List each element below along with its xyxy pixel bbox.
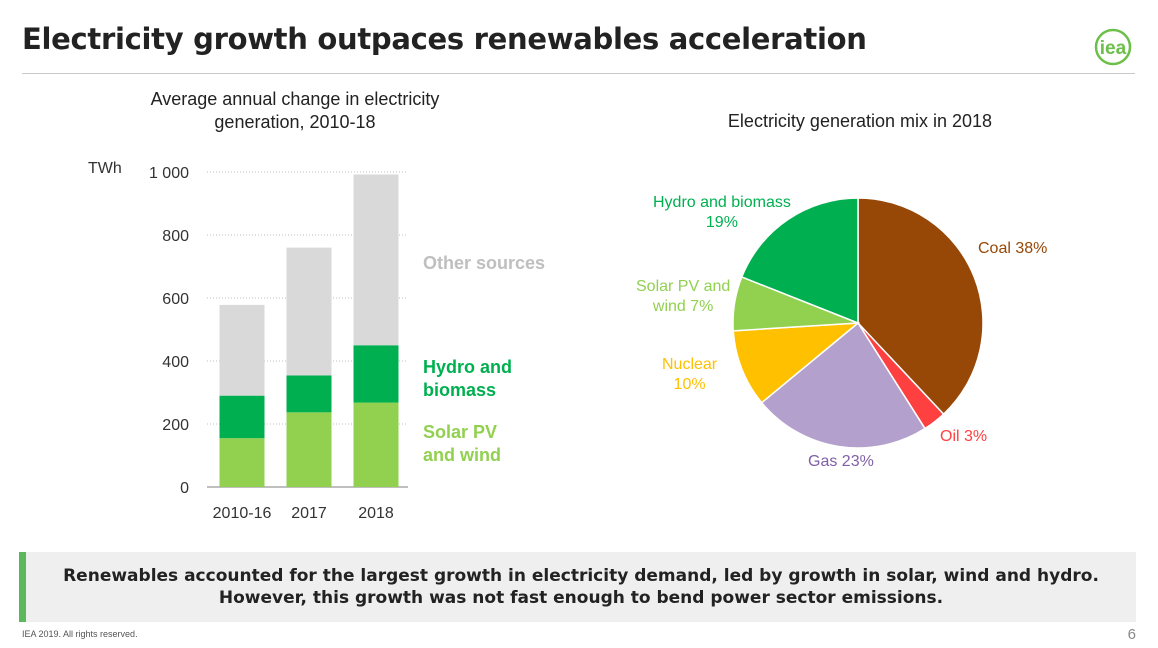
y-tick-label: 600 bbox=[162, 291, 189, 308]
page-number: 6 bbox=[1127, 626, 1136, 643]
pie-label-solar-pv-and-wind: Solar PV and wind 7% bbox=[636, 277, 730, 317]
bar-hydro-and-biomass-2017 bbox=[286, 375, 332, 413]
x-tick-label: 2018 bbox=[358, 505, 394, 522]
pie-label-hydro-and-biomass: Hydro and biomass 19% bbox=[653, 193, 791, 233]
y-tick-label: 800 bbox=[162, 228, 189, 245]
pie-chart-title: Electricity generation mix in 2018 bbox=[727, 111, 993, 131]
pie-label-line: wind 7% bbox=[652, 298, 714, 315]
legend-hydro-and-biomass: Hydro and biomass bbox=[423, 356, 512, 402]
bar-hydro-and-biomass-2010-16 bbox=[219, 395, 265, 439]
legend-label-line: Other sources bbox=[423, 253, 546, 273]
legend-label-line: biomass bbox=[423, 380, 497, 400]
x-tick-label: 2010-16 bbox=[213, 505, 272, 522]
bar-other-sources-2018 bbox=[353, 174, 399, 346]
title-divider bbox=[22, 73, 1135, 74]
callout-line-1: Renewables accounted for the largest gro… bbox=[63, 566, 1099, 586]
y-tick-label: 200 bbox=[162, 417, 189, 434]
pie-slice-hydro-and-biomass bbox=[740, 197, 859, 325]
pie-label-line: Hydro and biomass bbox=[653, 194, 791, 211]
pie-label-line: Coal 38% bbox=[978, 240, 1048, 257]
pie-slice-nuclear bbox=[732, 322, 861, 404]
bar-chart: 0 200 400 600 800 1 000 TWh 2010-16 2017 2018 bbox=[88, 160, 408, 522]
bar-other-sources-2010-16 bbox=[219, 304, 265, 396]
y-tick-label: 0 bbox=[180, 480, 189, 497]
pie-label-gas: Gas 23% bbox=[808, 452, 874, 472]
bar-other-sources-2017 bbox=[286, 247, 332, 376]
y-axis-label: TWh bbox=[88, 160, 122, 177]
pie-label-line: Solar PV and bbox=[636, 278, 731, 295]
pie-label-line: Oil 3% bbox=[940, 428, 988, 445]
x-tick-label: 2017 bbox=[291, 505, 327, 522]
legend-label-line: Solar PV bbox=[423, 422, 498, 442]
legend-label-line: Hydro and bbox=[423, 357, 513, 377]
slide-title: Electricity growth outpaces renewables a… bbox=[22, 22, 867, 56]
pie-label-nuclear: Nuclear 10% bbox=[662, 355, 717, 395]
copyright-footer: IEA 2019. All rights reserved. bbox=[22, 629, 138, 639]
callout-line-2: However, this growth was not fast enough… bbox=[218, 588, 944, 608]
pie-label-line: 10% bbox=[673, 376, 706, 393]
logo-text: iea bbox=[1100, 38, 1127, 59]
pie-label-oil: Oil 3% bbox=[940, 427, 987, 447]
pie-slice-gas bbox=[760, 321, 927, 449]
pie-label-line: 19% bbox=[705, 214, 738, 231]
pie-label-line: Gas 23% bbox=[808, 453, 874, 470]
legend-other-sources: Other sources bbox=[423, 252, 545, 275]
iea-logo: iea bbox=[1094, 28, 1132, 66]
bar-solar-pv-and-wind-2010-16 bbox=[219, 438, 265, 487]
bar-chart-title: Average annual change in electricity gen… bbox=[150, 89, 440, 132]
y-tick-label: 1 000 bbox=[149, 165, 189, 182]
pie-slice-coal bbox=[857, 197, 984, 416]
legend-label-line: and wind bbox=[423, 445, 501, 465]
bar-hydro-and-biomass-2018 bbox=[353, 345, 399, 403]
legend-solar-pv-and-wind: Solar PV and wind bbox=[423, 421, 501, 467]
y-tick-label: 400 bbox=[162, 354, 189, 371]
pie-chart bbox=[732, 197, 984, 449]
pie-label-coal: Coal 38% bbox=[978, 239, 1047, 259]
pie-label-line: Nuclear bbox=[662, 356, 718, 373]
key-message-callout: Renewables accounted for the largest gro… bbox=[19, 552, 1136, 622]
bar-solar-pv-and-wind-2017 bbox=[286, 412, 332, 487]
bar-solar-pv-and-wind-2018 bbox=[353, 402, 399, 487]
